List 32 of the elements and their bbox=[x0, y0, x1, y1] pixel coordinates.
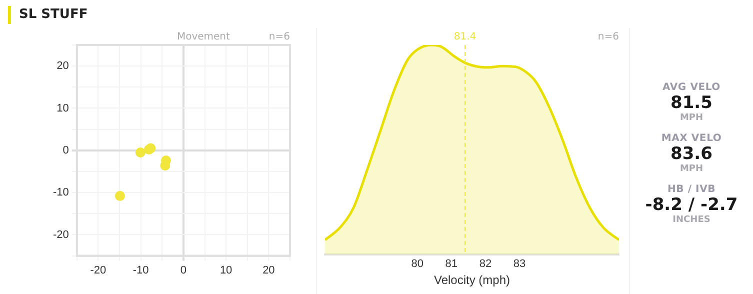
x-tick-label: 82 bbox=[479, 258, 492, 270]
text: MAX VELO bbox=[660, 133, 723, 144]
x-tick-label: -10 bbox=[132, 264, 149, 276]
text: n=6 bbox=[598, 32, 619, 43]
x-tick-label: 83 bbox=[513, 258, 526, 270]
text: -8.2 / -2.7 bbox=[644, 195, 739, 215]
point bbox=[114, 190, 125, 201]
chart-subtitle: Movement bbox=[176, 32, 230, 43]
y-tick-label: -10 bbox=[52, 186, 69, 199]
x-tick-label: 80 bbox=[411, 258, 424, 270]
x-tick-label: 10 bbox=[220, 264, 232, 276]
y-tick-label: 10 bbox=[56, 102, 69, 114]
text: MPH bbox=[678, 113, 704, 123]
chart-title: SL STUFF bbox=[8, 6, 88, 24]
text: INCHES bbox=[672, 215, 712, 225]
point bbox=[160, 160, 170, 171]
point bbox=[135, 148, 146, 158]
x-tick-label: 0 bbox=[180, 264, 187, 276]
text: 83.6 bbox=[670, 144, 714, 164]
text: MPH bbox=[678, 164, 704, 174]
x-tick-label: -20 bbox=[90, 264, 106, 276]
ref-line-label: 81.4 bbox=[454, 32, 476, 43]
y-tick-label: 20 bbox=[56, 60, 69, 72]
y-tick-label: 0 bbox=[62, 144, 69, 156]
y-tick-label: -20 bbox=[52, 228, 69, 241]
x-axis-title: Velocity (mph) bbox=[434, 273, 510, 288]
x-tick-label: 81 bbox=[445, 258, 458, 270]
text: 81.5 bbox=[670, 93, 714, 113]
text: AVG VELO bbox=[662, 82, 722, 93]
x-tick-label: 20 bbox=[262, 264, 275, 276]
text: HB / IVB bbox=[666, 184, 717, 195]
text: n=6 bbox=[268, 32, 290, 43]
